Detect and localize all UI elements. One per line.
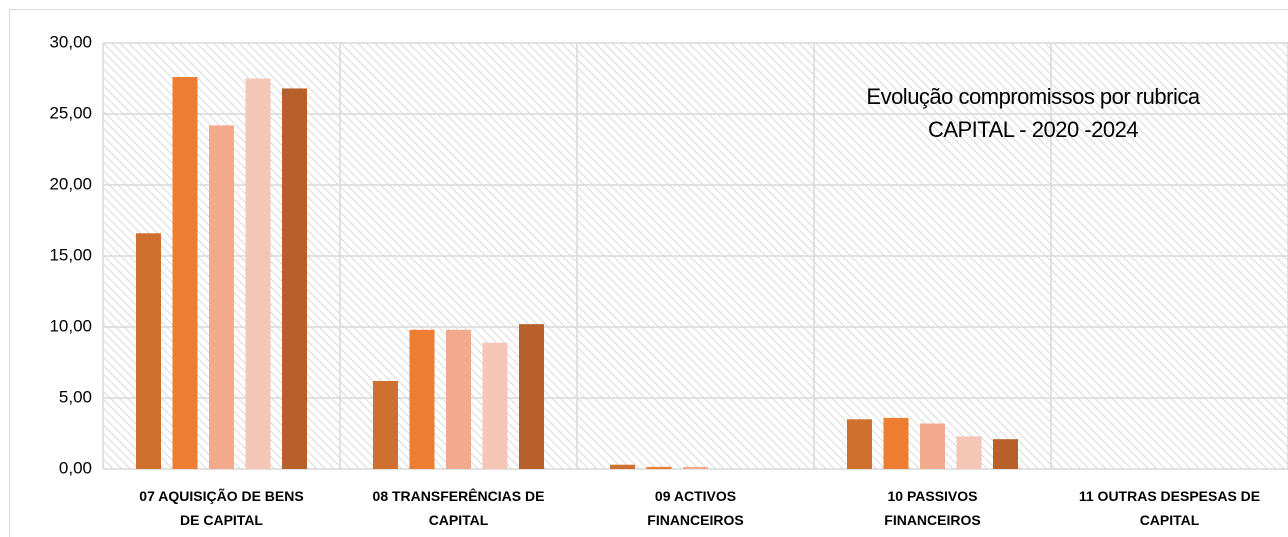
bar [172, 77, 198, 469]
y-tick-label: 10,00 [49, 316, 92, 335]
y-tick-label: 30,00 [49, 32, 92, 51]
y-tick-label: 0,00 [59, 458, 92, 477]
bar [956, 436, 982, 469]
bar [482, 342, 508, 469]
bar [920, 423, 945, 469]
bar [610, 464, 635, 469]
y-tick-label: 20,00 [49, 174, 92, 193]
bar [847, 419, 872, 469]
chart-subtitle: CAPITAL - 2020 -2024 [928, 117, 1138, 142]
bar [519, 324, 544, 469]
bar [209, 125, 234, 470]
x-tick-label: 07 AQUISIÇÃO DE BENS DE CAPITAL [139, 487, 303, 528]
bar [409, 329, 435, 469]
y-tick-label: 25,00 [49, 103, 92, 122]
bar [245, 78, 271, 469]
bar [446, 329, 471, 469]
x-tick-label: 10 PASSIVOS FINANCEIROS [884, 488, 980, 528]
y-tick-label: 5,00 [59, 387, 92, 406]
bar [683, 466, 708, 469]
bar [993, 439, 1018, 469]
chart-title: Evolução compromissos por rubrica [866, 84, 1200, 109]
bar [136, 233, 161, 469]
x-tick-label: 08 TRANSFERÊNCIAS DE CAPITAL [373, 487, 545, 528]
bar [282, 88, 307, 469]
x-tick-label: 09 ACTIVOS FINANCEIROS [647, 488, 743, 528]
x-tick-label: 11 OUTRAS DESPESAS DE CAPITAL [1079, 488, 1260, 528]
bar [883, 417, 909, 469]
bar [373, 380, 398, 469]
bar [646, 466, 672, 469]
y-tick-label: 15,00 [49, 245, 92, 264]
